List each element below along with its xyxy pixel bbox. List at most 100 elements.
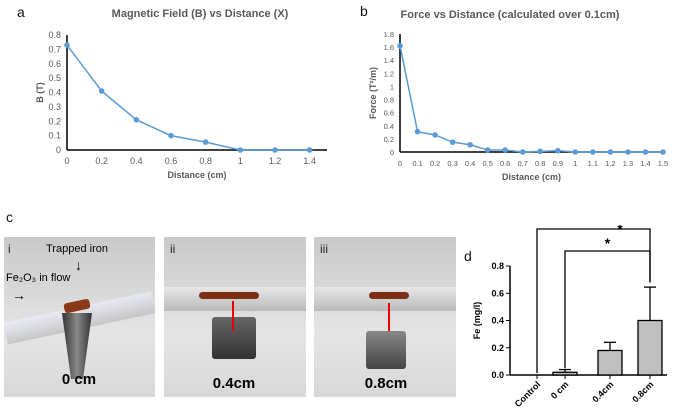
- chart-b: 0 0.2 0.4 0.6 0.8 1 1.2 1.4 1.6 1.8 0 0.1 0.2 0.3 0.4 0…: [368, 30, 668, 182]
- x-tick-label: 1.1: [588, 159, 598, 168]
- x-tick-label: 1: [573, 159, 577, 168]
- annotation-trapped-iron: Trapped iron: [46, 243, 108, 255]
- x-tick-label: 1.5: [658, 159, 668, 168]
- annotation-fe2o3-flow: Fe₂O₃ in flow: [6, 272, 71, 284]
- data-point: [660, 149, 666, 155]
- y-tick-label: 0.6: [384, 109, 394, 118]
- y-tick-label: 1.6: [384, 43, 394, 52]
- x-tick-label: 0.1: [412, 159, 422, 168]
- x-tick-label: 0.6: [500, 159, 510, 168]
- x-tick-label: 1: [238, 156, 243, 166]
- photo-0.8cm: iii 0.8cm: [314, 237, 456, 397]
- bar: [637, 319, 663, 376]
- arrow-down-icon: ↓: [75, 257, 82, 273]
- photo-0.4cm: ii 0.4cm: [164, 237, 306, 397]
- photo-label: 0 cm: [61, 371, 97, 388]
- data-point: [607, 149, 614, 155]
- series-line: [399, 45, 663, 153]
- y-tick-label: 0: [56, 145, 61, 155]
- x-tick-label: 1.3: [623, 159, 633, 168]
- panel-label-d: d: [464, 248, 472, 264]
- x-tick-label: 1.2: [605, 159, 615, 168]
- data-point: [397, 43, 403, 49]
- y-tick-label: 0.3: [48, 102, 61, 112]
- data-point: [642, 149, 649, 155]
- data-point: [625, 149, 631, 155]
- chart-a-title: Magnetic Field (B) vs Distance (X): [111, 8, 289, 20]
- y-axis-label: Fe (mg/l): [472, 302, 482, 340]
- y-tick-label: 0.2: [48, 116, 61, 126]
- y-tick-label: 0.4: [48, 88, 61, 98]
- y-tick-label: 0.6: [48, 59, 61, 69]
- y-tick-label: 1: [390, 82, 394, 91]
- x-axis-label: Distance (cm): [502, 172, 561, 182]
- y-tick-label: 0.2: [384, 135, 394, 144]
- data-point: [64, 42, 70, 48]
- panel-label-a: a: [17, 4, 25, 20]
- y-axis-label: B (T): [35, 82, 45, 103]
- y-axis-label: Force (T²/m): [368, 67, 378, 119]
- x-tick-label: 1.4: [640, 159, 650, 168]
- data-point: [306, 147, 313, 153]
- data-point: [502, 147, 508, 153]
- y-tick-label: 0.0: [491, 370, 504, 380]
- x-tick-label: 0.9: [553, 159, 563, 168]
- data-point: [484, 147, 491, 153]
- x-tick-label: 1.4: [303, 156, 316, 166]
- y-tick-label: 0.2: [491, 343, 504, 353]
- data-point: [590, 149, 596, 155]
- x-tick-label: Control: [513, 379, 543, 409]
- x-tick-label: 0.4: [465, 159, 475, 168]
- panel-label-c: c: [6, 209, 13, 225]
- chart-b-title: Force vs Distance (calculated over 0.1cm…: [400, 9, 620, 21]
- x-tick-label: 0 cm: [549, 379, 571, 401]
- data-point: [519, 149, 526, 155]
- x-tick-label: 0: [398, 159, 402, 168]
- arrow-right-icon: →: [12, 287, 26, 303]
- y-tick-label: 0.8: [48, 30, 61, 40]
- bar: [552, 371, 578, 376]
- data-point: [555, 147, 561, 154]
- photo-0cm: i Trapped iron Fe₂O₃ in flow ↓ → 0 cm: [4, 237, 155, 397]
- photo-label: 0.4cm: [212, 375, 256, 392]
- y-tick-label: 0.4: [384, 122, 394, 131]
- significance-asterisk: *: [605, 235, 611, 251]
- x-tick-label: 0.8: [199, 156, 212, 166]
- data-point: [572, 149, 579, 155]
- x-tick-label: 0: [64, 156, 69, 166]
- panel-label-b: b: [360, 3, 368, 19]
- photo-roman-ii: ii: [170, 242, 176, 256]
- x-tick-label: 0.7: [518, 159, 528, 168]
- photo-label: 0.8cm: [364, 375, 408, 392]
- photo-roman-i: i: [8, 242, 11, 256]
- x-tick-label: 1.2: [269, 156, 282, 166]
- data-point: [133, 117, 140, 123]
- y-tick-label: 1.8: [384, 30, 394, 39]
- data-point: [202, 139, 209, 145]
- x-tick-label: 0.4cm: [590, 379, 615, 404]
- x-tick-label: 0.8cm: [630, 379, 655, 404]
- photo-roman-iii: iii: [320, 242, 328, 256]
- data-point: [98, 88, 105, 94]
- y-tick-label: 0.6: [491, 288, 504, 298]
- x-tick-label: 0.5: [482, 159, 492, 168]
- y-tick-label: 1.4: [384, 56, 394, 65]
- x-tick-label: 0.3: [447, 159, 457, 168]
- data-point: [168, 132, 174, 139]
- chart-d: 0.0 0.2 0.4 0.6 0.8 Control 0 cm 0.4cm 0.8cm * * Fe…: [472, 225, 667, 409]
- x-tick-label: 0.8: [535, 159, 545, 168]
- y-tick-label: 0.4: [491, 316, 504, 326]
- y-tick-label: 0: [390, 148, 394, 157]
- significance-bracket: [564, 250, 651, 369]
- y-tick-label: 0.8: [491, 261, 504, 271]
- x-tick-label: 0.2: [430, 159, 440, 168]
- x-tick-label: 0.4: [130, 156, 143, 166]
- data-point: [414, 128, 421, 135]
- bar: [597, 349, 623, 376]
- data-point: [467, 141, 473, 148]
- x-tick-label: 0.6: [165, 156, 178, 166]
- y-tick-label: 0.7: [48, 44, 61, 54]
- series-line: [66, 44, 310, 151]
- data-point: [449, 139, 456, 145]
